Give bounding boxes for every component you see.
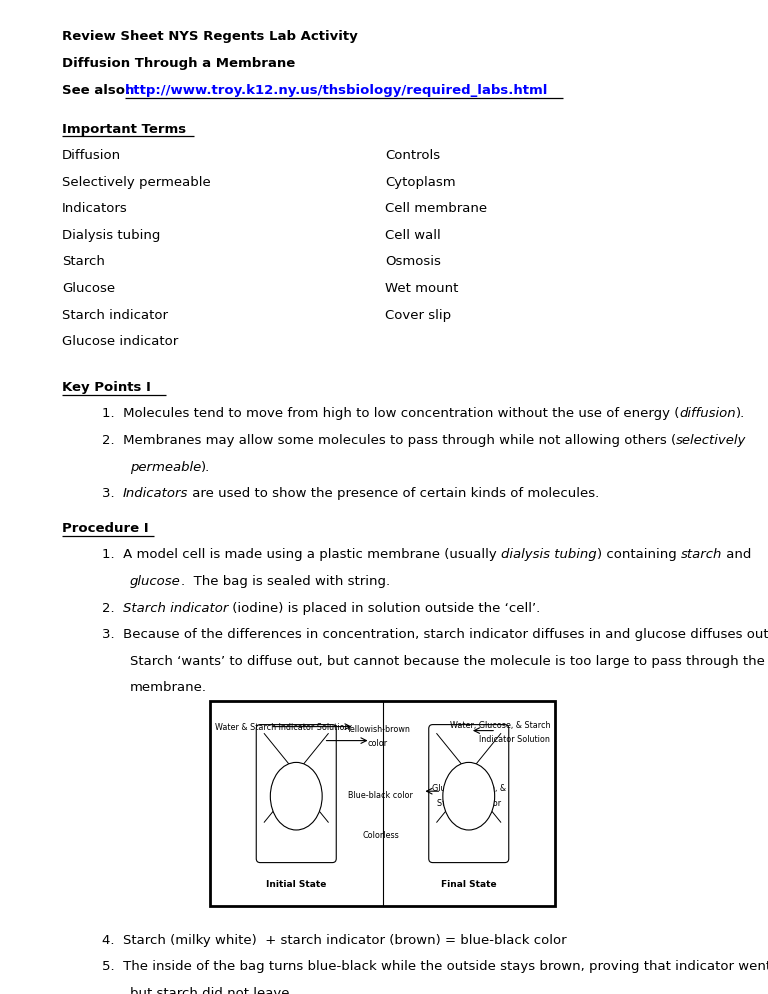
Ellipse shape <box>443 762 495 830</box>
Text: Cytoplasm: Cytoplasm <box>385 176 455 189</box>
Text: Glucose and: Glucose and <box>271 786 321 795</box>
Text: dialysis tubing: dialysis tubing <box>501 549 597 562</box>
Ellipse shape <box>270 762 322 830</box>
Text: Cell wall: Cell wall <box>385 229 441 242</box>
Bar <box>210 701 555 906</box>
Text: ).: ). <box>201 460 210 473</box>
Text: http://www.troy.k12.ny.us/thsbiology/required_labs.html: http://www.troy.k12.ny.us/thsbiology/req… <box>125 84 548 97</box>
Text: Review Sheet NYS Regents Lab Activity: Review Sheet NYS Regents Lab Activity <box>62 30 358 43</box>
Text: are used to show the presence of certain kinds of molecules.: are used to show the presence of certain… <box>188 487 600 500</box>
Text: diffusion: diffusion <box>680 408 736 420</box>
Text: Glucose: Glucose <box>62 282 115 295</box>
Text: Starch: Starch <box>62 255 105 268</box>
Text: Yellowish-brown: Yellowish-brown <box>346 725 409 734</box>
Text: 2.  Membranes may allow some molecules to pass through while not allowing others: 2. Membranes may allow some molecules to… <box>102 434 676 447</box>
Text: See also:: See also: <box>62 84 135 97</box>
Text: and: and <box>722 549 751 562</box>
Text: Water & Starch Indicator Solution: Water & Starch Indicator Solution <box>215 723 349 732</box>
Text: Indicators: Indicators <box>62 202 127 215</box>
Text: .  The bag is sealed with string.: . The bag is sealed with string. <box>180 575 390 587</box>
Text: Glucose indicator: Glucose indicator <box>62 335 178 348</box>
Text: Colorless: Colorless <box>362 831 399 840</box>
Text: permeable: permeable <box>130 460 201 473</box>
Text: Final State: Final State <box>441 880 497 889</box>
Text: 5.  The inside of the bag turns blue-black while the outside stays brown, provin: 5. The inside of the bag turns blue-blac… <box>102 960 768 973</box>
Text: 1.  Molecules tend to move from high to low concentration without the use of ene: 1. Molecules tend to move from high to l… <box>102 408 680 420</box>
Text: Cell membrane: Cell membrane <box>385 202 487 215</box>
Text: Starch indicator: Starch indicator <box>123 601 229 614</box>
Text: 3.: 3. <box>102 487 123 500</box>
Text: Selectively permeable: Selectively permeable <box>62 176 210 189</box>
Text: 3.  Because of the differences in concentration, starch indicator diffuses in an: 3. Because of the differences in concent… <box>102 628 768 641</box>
Text: Cover slip: Cover slip <box>385 308 451 322</box>
FancyBboxPatch shape <box>257 725 336 863</box>
Text: Indicator Solution: Indicator Solution <box>479 735 550 744</box>
Text: Water, Glucose, & Starch: Water, Glucose, & Starch <box>449 721 550 730</box>
Text: membrane.: membrane. <box>130 681 207 695</box>
Text: Key Points I: Key Points I <box>62 381 151 394</box>
Text: Osmosis: Osmosis <box>385 255 441 268</box>
Text: glucose: glucose <box>130 575 180 587</box>
Text: ).: ). <box>736 408 745 420</box>
Text: 2.: 2. <box>102 601 123 614</box>
Text: selectively: selectively <box>676 434 746 447</box>
Text: 1.  A model cell is made using a plastic membrane (usually: 1. A model cell is made using a plastic … <box>102 549 501 562</box>
Text: Procedure I: Procedure I <box>62 522 149 535</box>
Text: Initial State: Initial State <box>266 880 326 889</box>
Text: 4.  Starch (milky white)  + starch indicator (brown) = blue-black color: 4. Starch (milky white) + starch indicat… <box>102 933 567 946</box>
Text: color: color <box>367 739 388 747</box>
Text: Diffusion Through a Membrane: Diffusion Through a Membrane <box>62 57 295 71</box>
Text: Glucose, Starch, &: Glucose, Starch, & <box>432 784 506 793</box>
Text: Dialysis tubing: Dialysis tubing <box>62 229 161 242</box>
Text: (iodine) is placed in solution outside the ‘cell’.: (iodine) is placed in solution outside t… <box>229 601 541 614</box>
FancyBboxPatch shape <box>429 725 508 863</box>
Text: Blue-black color: Blue-black color <box>348 791 413 800</box>
Text: starch: starch <box>680 549 722 562</box>
Text: Wet mount: Wet mount <box>385 282 458 295</box>
Text: Controls: Controls <box>385 149 440 162</box>
Text: Starch indicator: Starch indicator <box>62 308 168 322</box>
Text: Indicators: Indicators <box>123 487 188 500</box>
Text: Diffusion: Diffusion <box>62 149 121 162</box>
Text: ) containing: ) containing <box>597 549 680 562</box>
Text: Solution: Solution <box>452 814 485 823</box>
Text: Important Terms: Important Terms <box>62 122 186 136</box>
Text: Starch: Starch <box>283 801 310 810</box>
Text: but starch did not leave.: but starch did not leave. <box>130 987 293 994</box>
Text: Starch Indicator: Starch Indicator <box>437 799 501 808</box>
Text: Starch ‘wants’ to diffuse out, but cannot because the molecule is too large to p: Starch ‘wants’ to diffuse out, but canno… <box>130 655 765 668</box>
